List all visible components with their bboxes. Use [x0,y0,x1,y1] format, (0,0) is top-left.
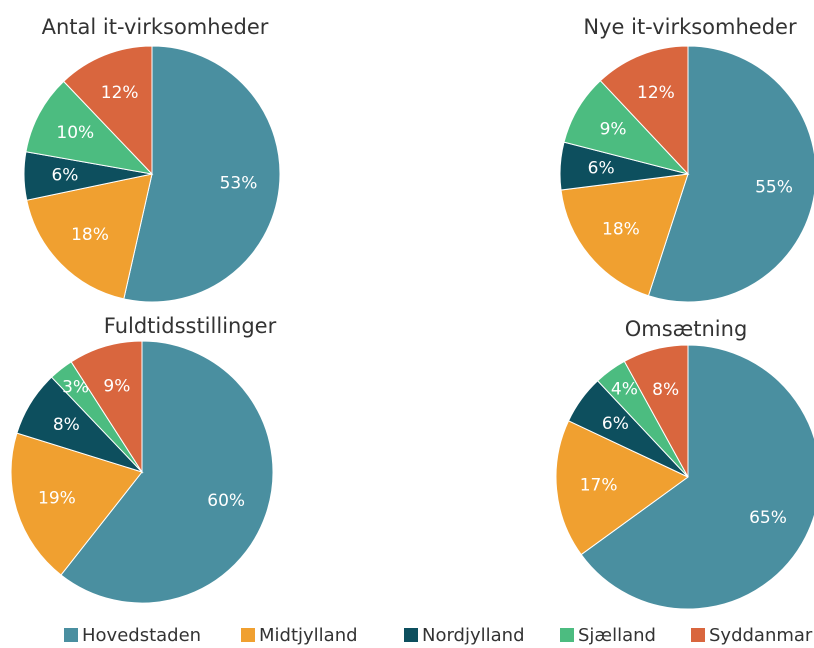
chart-title: Fuldtidsstillinger [104,314,277,338]
slice-label: 53% [220,174,258,194]
legend-swatch [241,628,255,642]
legend-label: Hovedstaden [82,625,201,646]
pie-slice [560,173,689,297]
pie-slice [580,344,814,610]
pie-slice [70,340,143,474]
legend-swatch [404,628,418,642]
slice-label: 18% [71,225,109,245]
slice-label: 60% [207,491,245,511]
pie-slice [62,45,153,176]
pie-slice [647,45,814,303]
pie-slice [555,420,689,556]
slice-label: 6% [602,414,629,434]
slice-label: 6% [588,159,615,179]
legend-swatch [560,628,574,642]
slice-label: 4% [611,379,638,399]
chart-title: Antal it-virksomheder [42,15,269,39]
chart-title: Nye it-virksomheder [583,15,797,39]
pie-slice [25,80,154,175]
legend-label: Syddanmark [709,625,814,646]
slice-label: 12% [101,83,139,103]
slice-label: 10% [56,123,94,143]
legend-swatch [691,628,705,642]
slice-label: 17% [580,475,618,495]
slice-label: 12% [637,83,675,103]
pie-slice [123,45,281,303]
legend-label: Midtjylland [259,625,358,646]
slice-label: 9% [103,377,130,397]
slice-label: 6% [51,165,78,185]
chart-title: Omsætning [625,317,748,341]
slice-label: 3% [62,378,89,398]
pie-slice [10,432,143,576]
slice-label: 55% [755,178,793,198]
pie-slice [623,344,689,478]
legend-label: Sjælland [578,625,656,646]
slice-label: 8% [53,415,80,435]
slice-label: 19% [38,488,76,508]
slice-label: 18% [602,219,640,239]
slice-label: 9% [600,120,627,140]
pie-slice [26,173,153,300]
legend-swatch [64,628,78,642]
slice-label: 65% [749,508,787,528]
slice-label: 8% [652,380,679,400]
legend-label: Nordjylland [422,625,525,646]
pie-slice [60,340,274,604]
pie-slice [599,45,689,176]
